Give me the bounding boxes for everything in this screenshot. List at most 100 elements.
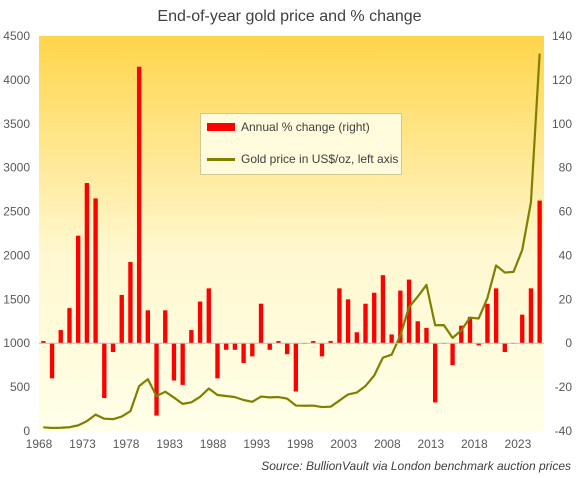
- right-axis-tick-label: 60: [559, 205, 573, 219]
- x-axis-tick-label: 2008: [374, 437, 401, 451]
- bar-2002: [337, 288, 342, 344]
- x-axis-tick-label: 1968: [26, 437, 53, 451]
- right-axis-tick-label: 0: [565, 336, 572, 350]
- bar-2011: [415, 321, 420, 344]
- bar-2025: [537, 200, 542, 344]
- bar-2021: [502, 343, 507, 352]
- left-axis-tick-label: 1500: [3, 292, 30, 306]
- x-axis-tick-label: 1983: [156, 437, 183, 451]
- left-axis-tick-label: 3500: [3, 117, 30, 131]
- bar-1969: [49, 343, 55, 379]
- bar-1980: [145, 310, 151, 344]
- bar-1974: [93, 198, 98, 344]
- bar-1979: [136, 66, 142, 344]
- gold-price-line: [43, 53, 541, 430]
- bar-1993: [258, 303, 264, 344]
- bar-1985: [189, 330, 194, 344]
- x-axis-tick-label: 2018: [461, 437, 488, 451]
- right-axis-tick-label: 40: [559, 248, 573, 262]
- legend-bar-swatch: [207, 123, 235, 131]
- legend-line-swatch: [207, 157, 235, 161]
- bar-1972: [76, 235, 81, 344]
- bar-2004: [354, 332, 359, 344]
- bar-2006: [372, 292, 377, 344]
- bar-1968: [41, 341, 46, 344]
- bar-2000: [319, 343, 325, 357]
- bar-1987: [206, 288, 211, 344]
- x-axis-tick-label: 2003: [330, 437, 357, 451]
- bar-1975: [102, 343, 107, 399]
- bar-1970: [58, 330, 63, 344]
- bar-2023: [520, 314, 525, 344]
- bar-1981: [154, 343, 159, 416]
- x-axis-tick-label: 1978: [113, 437, 140, 451]
- bar-1992: [250, 343, 255, 357]
- bar-1973: [84, 183, 90, 344]
- bar-2001: [328, 341, 333, 344]
- bar-2015: [450, 343, 455, 366]
- source-note: Source: BullionVault via London benchmar…: [261, 459, 571, 473]
- bar-2005: [363, 303, 368, 344]
- bar-1991: [241, 343, 246, 363]
- left-axis-tick-label: 3000: [3, 161, 30, 175]
- right-axis-tick-label: 100: [552, 117, 572, 131]
- bar-1996: [284, 343, 290, 355]
- bar-2016: [459, 325, 464, 344]
- legend-label-bars: Annual % change (right): [241, 120, 370, 134]
- right-axis-tick-label: 120: [552, 73, 572, 87]
- bar-2024: [528, 288, 534, 344]
- bar-1983: [171, 343, 177, 381]
- right-axis-tick-label: 20: [559, 292, 573, 306]
- bar-1976: [110, 343, 116, 352]
- plot-background: [39, 36, 544, 431]
- left-axis-tick-label: 2500: [3, 205, 30, 219]
- legend-item-line: Gold price in US$/oz, left axis: [207, 152, 398, 166]
- bar-2017: [467, 316, 473, 344]
- right-axis-tick-label: -20: [555, 380, 573, 394]
- bar-2009: [398, 290, 403, 344]
- x-axis-tick-label: 2013: [417, 437, 444, 451]
- right-axis-tick-label: 80: [559, 161, 573, 175]
- bar-1988: [215, 343, 220, 379]
- bar-1986: [197, 301, 203, 344]
- x-axis-tick-label: 2023: [505, 437, 532, 451]
- bar-2008: [389, 334, 394, 344]
- left-axis-tick-label: 1000: [3, 336, 30, 350]
- bar-1995: [276, 341, 281, 344]
- bar-1971: [67, 308, 72, 344]
- left-axis-tick-label: 4500: [3, 29, 30, 43]
- bar-1989: [224, 343, 229, 350]
- bar-2010: [406, 279, 412, 344]
- x-axis-tick-label: 1993: [243, 437, 270, 451]
- bar-1997: [293, 343, 299, 392]
- legend-label-line: Gold price in US$/oz, left axis: [241, 152, 399, 166]
- left-axis-tick-label: 0: [23, 424, 30, 438]
- bar-2020: [493, 288, 499, 344]
- bar-2007: [380, 275, 386, 344]
- right-axis-tick-label: 140: [552, 29, 572, 43]
- left-axis-tick-label: 2000: [3, 248, 30, 262]
- source-label: Source:: [261, 459, 303, 473]
- x-axis-tick-label: 1973: [69, 437, 96, 451]
- source-text: BullionVault via London benchmark auctio…: [305, 459, 571, 473]
- bar-2003: [345, 299, 351, 344]
- chart-legend: Annual % change (right) Gold price in US…: [200, 113, 402, 175]
- x-axis-tick-label: 1988: [200, 437, 227, 451]
- bar-1990: [232, 343, 238, 350]
- chart-title: End-of-year gold price and % change: [157, 8, 422, 25]
- bar-1978: [128, 262, 133, 344]
- left-axis-tick-label: 500: [10, 380, 30, 394]
- bar-1982: [163, 310, 168, 344]
- bar-1977: [119, 294, 124, 344]
- legend-item-bars: Annual % change (right): [207, 120, 370, 134]
- x-axis-tick-label: 1998: [287, 437, 314, 451]
- bar-2013: [432, 343, 438, 403]
- bar-2012: [424, 327, 429, 344]
- bar-1984: [180, 343, 185, 385]
- right-axis-tick-label: -40: [555, 424, 573, 438]
- left-axis-tick-label: 4000: [3, 73, 30, 87]
- bar-2018: [476, 343, 481, 346]
- bar-2019: [485, 303, 490, 344]
- bar-1994: [267, 343, 272, 350]
